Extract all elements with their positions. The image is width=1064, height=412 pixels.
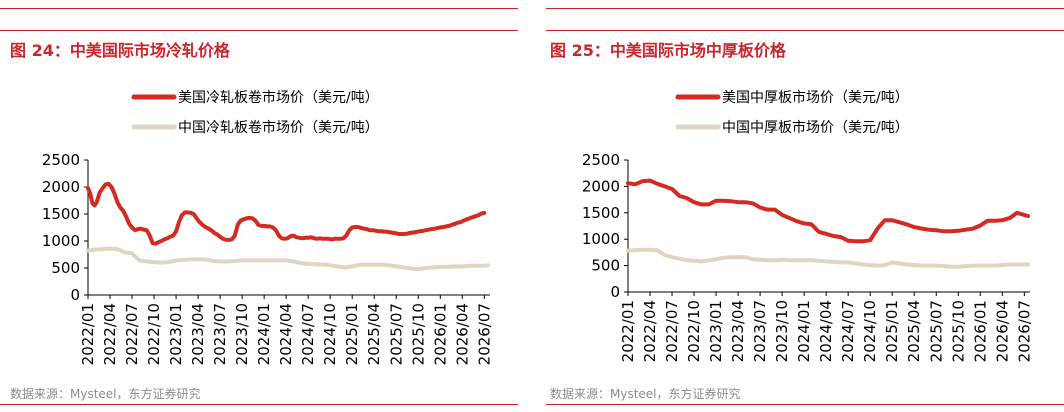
x-tick-label: 2024/10 bbox=[321, 303, 339, 365]
y-tick-label: 1500 bbox=[582, 204, 620, 222]
x-tick-label: 2023/07 bbox=[211, 303, 229, 365]
right-medium-plate-chart: 美国中厚板市场价（美元/吨） 中国中厚板市场价（美元/吨） 2500 2000 1500… bbox=[582, 89, 1034, 362]
x-tick-label: 2023/07 bbox=[751, 300, 769, 362]
x-tick-label: 2024/04 bbox=[817, 300, 835, 362]
y-tick-label: 0 bbox=[70, 286, 80, 304]
y-tick-label: 500 bbox=[591, 257, 620, 275]
right-chart-panel: 图 25：中美国际市场中厚板价格 美国中厚板市场价（美元/吨） 中国中厚板市场价（… bbox=[550, 0, 1064, 412]
x-tick-label: 2023/04 bbox=[729, 300, 747, 362]
series-line-cn bbox=[626, 247, 1030, 269]
left-cold-rolled-chart: 美国冷轧板卷市场价（美元/吨） 中国冷轧板卷市场价（美元/吨） 2500 2000 15… bbox=[42, 89, 494, 365]
series-line-us bbox=[86, 181, 487, 246]
right-bottom-rule bbox=[546, 404, 1064, 405]
x-tick-label: 2024/01 bbox=[255, 303, 273, 365]
y-tick-label: 500 bbox=[51, 259, 80, 277]
x-tick-label: 2026/01 bbox=[971, 300, 989, 362]
series-line-us bbox=[626, 178, 1030, 244]
x-tick-label: 2025/10 bbox=[949, 300, 967, 362]
left-figure-title: 图 24：中美国际市场冷轧价格 bbox=[10, 41, 230, 60]
x-tick-label: 2024/10 bbox=[861, 300, 879, 362]
x-tick-label: 2022/10 bbox=[145, 303, 163, 365]
left-title-rule bbox=[0, 30, 518, 31]
x-tick-label: 2022/01 bbox=[619, 300, 637, 362]
x-tick-label: 2025/04 bbox=[365, 303, 383, 365]
legend-label-cn: 中国冷轧板卷市场价（美元/吨） bbox=[178, 119, 379, 136]
y-tick-label: 0 bbox=[610, 283, 620, 301]
x-tick-label: 2022/04 bbox=[641, 300, 659, 362]
legend-label-us: 美国中厚板市场价（美元/吨） bbox=[722, 89, 909, 106]
legend-label-cn: 中国中厚板市场价（美元/吨） bbox=[722, 119, 909, 136]
x-tick-label: 2022/04 bbox=[101, 303, 119, 365]
x-tick-label: 2025/07 bbox=[927, 300, 945, 362]
x-tick-label: 2026/07 bbox=[1015, 300, 1033, 362]
x-tick-label: 2022/07 bbox=[123, 303, 141, 365]
y-tick-label: 1500 bbox=[42, 205, 80, 223]
right-title-rule bbox=[546, 30, 1064, 31]
right-source-note: 数据来源：Mysteel，东方证券研究 bbox=[550, 387, 741, 401]
x-tick-label: 2025/01 bbox=[343, 303, 361, 365]
x-tick-label: 2022/07 bbox=[663, 300, 681, 362]
x-tick-label: 2025/01 bbox=[883, 300, 901, 362]
y-tick-label: 1000 bbox=[582, 230, 620, 248]
y-tick-label: 2000 bbox=[42, 178, 80, 196]
x-tick-label: 2022/10 bbox=[685, 300, 703, 362]
x-tick-label: 2025/04 bbox=[905, 300, 923, 362]
x-tick-label: 2023/04 bbox=[189, 303, 207, 365]
left-source-note: 数据来源：Mysteel，东方证券研究 bbox=[10, 387, 201, 401]
x-tick-label: 2024/04 bbox=[277, 303, 295, 365]
x-tick-label: 2026/04 bbox=[453, 303, 471, 365]
legend-label-us: 美国冷轧板卷市场价（美元/吨） bbox=[178, 89, 379, 106]
y-tick-label: 2500 bbox=[582, 151, 620, 169]
right-top-rule bbox=[546, 8, 1064, 9]
left-bottom-rule bbox=[0, 404, 518, 405]
left-top-rule bbox=[0, 8, 518, 9]
x-tick-label: 2025/07 bbox=[387, 303, 405, 365]
y-tick-label: 1000 bbox=[42, 232, 80, 250]
x-tick-label: 2023/01 bbox=[167, 303, 185, 365]
x-tick-label: 2025/10 bbox=[409, 303, 427, 365]
x-tick-label: 2022/01 bbox=[79, 303, 97, 365]
x-tick-label: 2023/10 bbox=[773, 300, 791, 362]
x-tick-label: 2026/04 bbox=[993, 300, 1011, 362]
x-tick-label: 2024/07 bbox=[839, 300, 857, 362]
x-tick-label: 2023/10 bbox=[233, 303, 251, 365]
right-figure-title: 图 25：中美国际市场中厚板价格 bbox=[550, 41, 786, 60]
y-tick-label: 2000 bbox=[582, 177, 620, 195]
x-tick-label: 2026/01 bbox=[431, 303, 449, 365]
x-tick-label: 2023/01 bbox=[707, 300, 725, 362]
x-tick-label: 2024/01 bbox=[795, 300, 813, 362]
y-tick-label: 2500 bbox=[42, 151, 80, 169]
x-tick-label: 2026/07 bbox=[475, 303, 493, 365]
left-chart-panel: 图 24：中美国际市场冷轧价格 美国冷轧板卷市场价（美元/吨） 中国冷轧板卷市场价… bbox=[10, 0, 530, 412]
series-line-cn bbox=[86, 246, 490, 272]
x-tick-label: 2024/07 bbox=[299, 303, 317, 365]
